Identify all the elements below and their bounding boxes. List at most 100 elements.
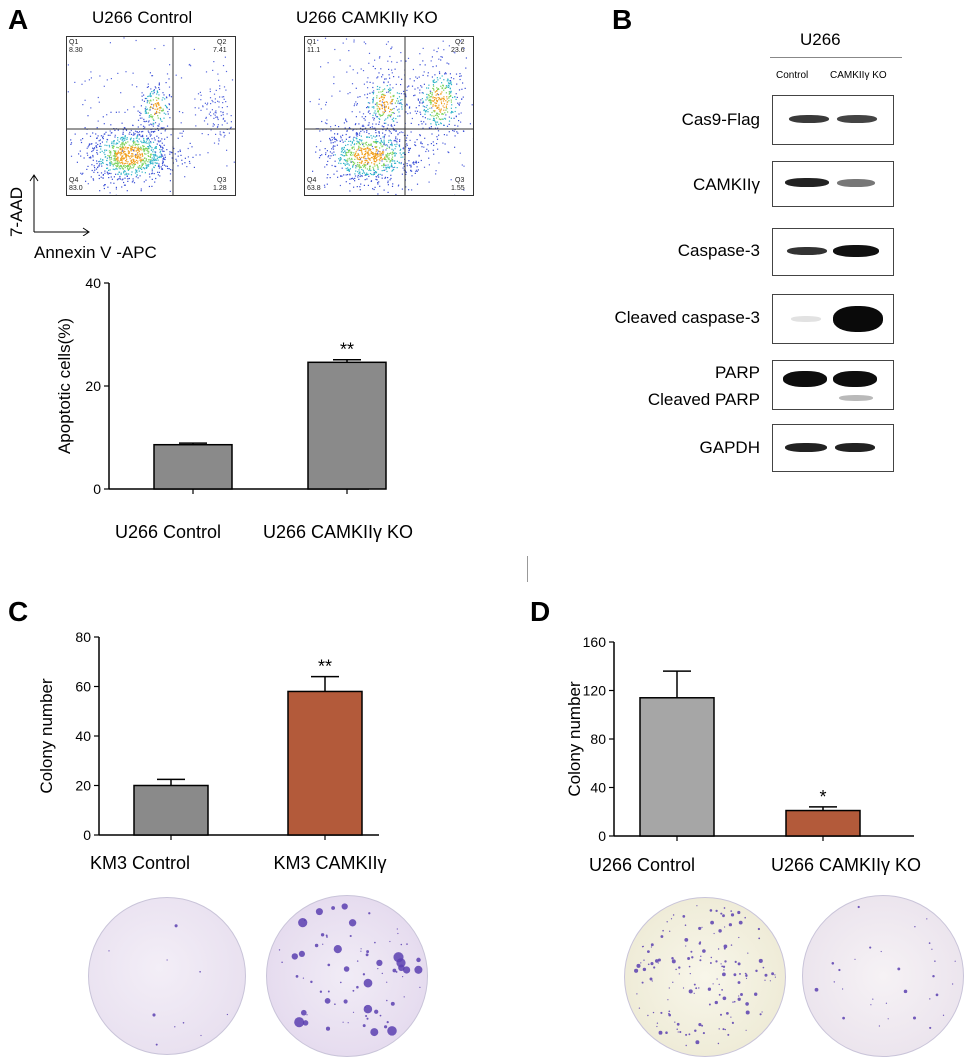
colony xyxy=(765,974,768,977)
colony xyxy=(634,969,638,973)
colony xyxy=(310,981,312,983)
colony xyxy=(647,950,650,953)
colony xyxy=(834,981,835,982)
colony xyxy=(737,911,740,914)
blot-label-caspase3: Caspase-3 xyxy=(600,241,760,261)
colony xyxy=(685,1034,687,1036)
colony xyxy=(360,948,361,949)
colony-dots xyxy=(267,896,427,1056)
colony xyxy=(382,973,383,974)
colony xyxy=(368,912,370,914)
colony xyxy=(227,1014,228,1015)
colony xyxy=(658,958,661,961)
colony xyxy=(872,998,873,999)
colony xyxy=(718,948,719,949)
colony xyxy=(401,944,403,946)
y-axis-label: Apoptotic cells(%) xyxy=(55,318,74,454)
category-label: U266 Control xyxy=(589,855,695,875)
colony xyxy=(667,999,668,1000)
q2-label: Q2 xyxy=(217,39,226,47)
colony xyxy=(665,1031,668,1034)
colony xyxy=(926,918,927,919)
q3-value: 1.28 xyxy=(213,185,227,193)
blot-label-gapdh: GAPDH xyxy=(600,438,760,458)
colony xyxy=(718,1043,719,1044)
q1-value: 8.30 xyxy=(69,47,83,55)
colony xyxy=(854,959,855,960)
colony-dots xyxy=(89,898,245,1054)
colony xyxy=(722,914,725,917)
colony xyxy=(755,970,757,972)
colony xyxy=(724,926,725,927)
colony xyxy=(897,967,900,970)
colony xyxy=(746,978,747,979)
q2-value: 7.41 xyxy=(213,47,227,55)
colony xyxy=(724,945,728,949)
colony xyxy=(363,1024,366,1027)
colony xyxy=(404,996,405,997)
colony xyxy=(294,1017,304,1027)
colony xyxy=(723,969,724,970)
colony xyxy=(761,1011,762,1012)
colony xyxy=(715,1001,718,1004)
colony xyxy=(396,971,398,973)
colony xyxy=(934,960,936,962)
colony xyxy=(760,1013,762,1015)
colony xyxy=(879,1025,880,1026)
blot-row-cas9 xyxy=(772,95,894,145)
colony xyxy=(334,1003,336,1005)
colony xyxy=(363,973,365,975)
colony xyxy=(858,906,860,908)
colony xyxy=(685,1045,686,1046)
colony xyxy=(703,1032,705,1034)
colony xyxy=(658,962,659,963)
bar xyxy=(154,445,232,489)
y-tick-label: 0 xyxy=(598,828,606,844)
colony xyxy=(881,951,882,952)
category-label: U266 Control xyxy=(115,522,221,542)
colony xyxy=(730,1017,731,1018)
bar xyxy=(288,691,362,835)
colony xyxy=(393,952,403,962)
colony xyxy=(403,966,410,973)
colony xyxy=(380,1015,382,1017)
colony xyxy=(738,937,739,938)
colony xyxy=(321,933,324,936)
band-ko xyxy=(833,306,883,332)
y-tick-label: 160 xyxy=(583,634,607,650)
colony xyxy=(771,972,774,975)
colony xyxy=(349,919,356,926)
colony xyxy=(353,1012,354,1013)
y-tick-label: 40 xyxy=(590,780,606,796)
colony-dish-u266-ko xyxy=(802,895,964,1057)
colony xyxy=(360,951,361,952)
colony xyxy=(695,1040,699,1044)
colony xyxy=(815,988,819,992)
colony xyxy=(322,944,323,945)
colony xyxy=(352,990,354,992)
colony xyxy=(676,1028,677,1029)
colony xyxy=(653,1012,654,1013)
band-ko xyxy=(833,371,877,387)
q4-label: Q4 xyxy=(307,177,316,185)
colony xyxy=(694,984,696,986)
colony xyxy=(343,1022,344,1023)
colony xyxy=(929,1027,931,1029)
colony xyxy=(357,960,358,961)
blot-row-caspase3 xyxy=(772,228,894,276)
colony xyxy=(374,942,376,944)
colony xyxy=(758,937,760,939)
colony xyxy=(402,976,403,977)
colony xyxy=(650,962,653,965)
blot-label-parp: PARP xyxy=(600,363,760,383)
band-control xyxy=(785,443,827,452)
colony xyxy=(722,973,726,977)
colony xyxy=(672,959,676,963)
colony xyxy=(682,915,685,918)
bar xyxy=(308,362,386,489)
colony xyxy=(725,1029,726,1030)
y-tick-label: 40 xyxy=(75,728,91,744)
colony xyxy=(710,921,714,925)
